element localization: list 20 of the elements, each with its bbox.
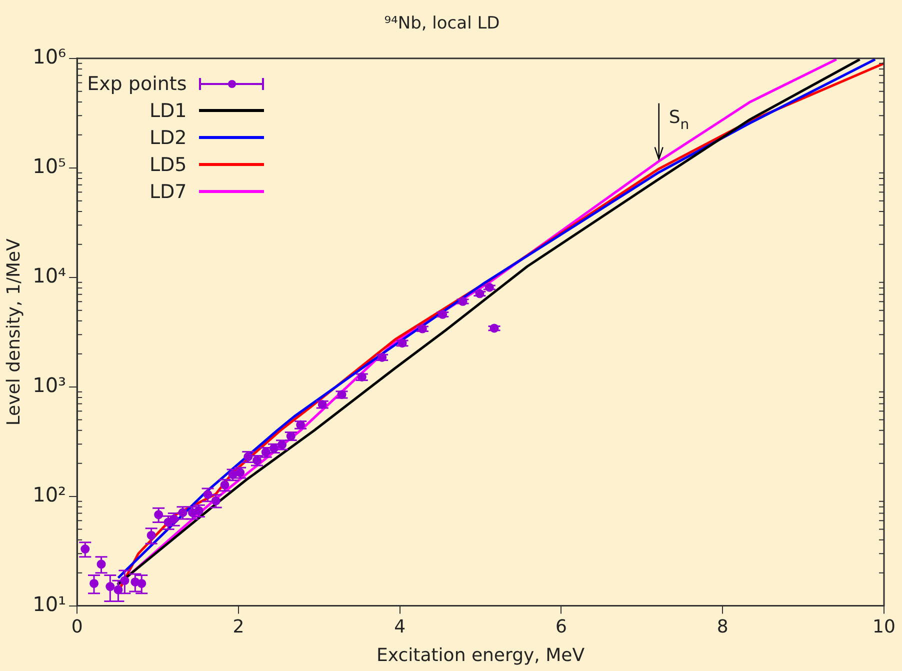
x-axis-title: Excitation energy, MeV	[376, 644, 586, 666]
legend-label: LD2	[149, 126, 187, 149]
legend-label: Exp points	[87, 72, 187, 95]
y-tick-label: 10⁶	[32, 44, 66, 69]
legend-label: LD1	[149, 100, 187, 122]
y-tick-label: 10³	[32, 373, 66, 398]
y-tick-label: 10²	[32, 482, 66, 507]
y-tick-label: 10¹	[32, 592, 66, 616]
x-tick-label: 0	[71, 616, 83, 638]
x-tick-label: 10	[872, 616, 896, 638]
legend-label: LD7	[149, 180, 187, 203]
y-tick-label: 10⁴	[32, 264, 66, 288]
x-tick-label: 6	[556, 616, 567, 638]
y-tick-label: 10⁵	[32, 154, 66, 178]
x-tick-label: 8	[716, 616, 728, 638]
legend-label: LD5	[149, 154, 187, 176]
y-axis-title: Level density, 1/MeV	[3, 238, 24, 426]
x-tick-label: 4	[394, 616, 406, 638]
chart-title: ⁹⁴Nb, local LD	[384, 14, 500, 34]
x-tick-label: 2	[232, 616, 244, 638]
